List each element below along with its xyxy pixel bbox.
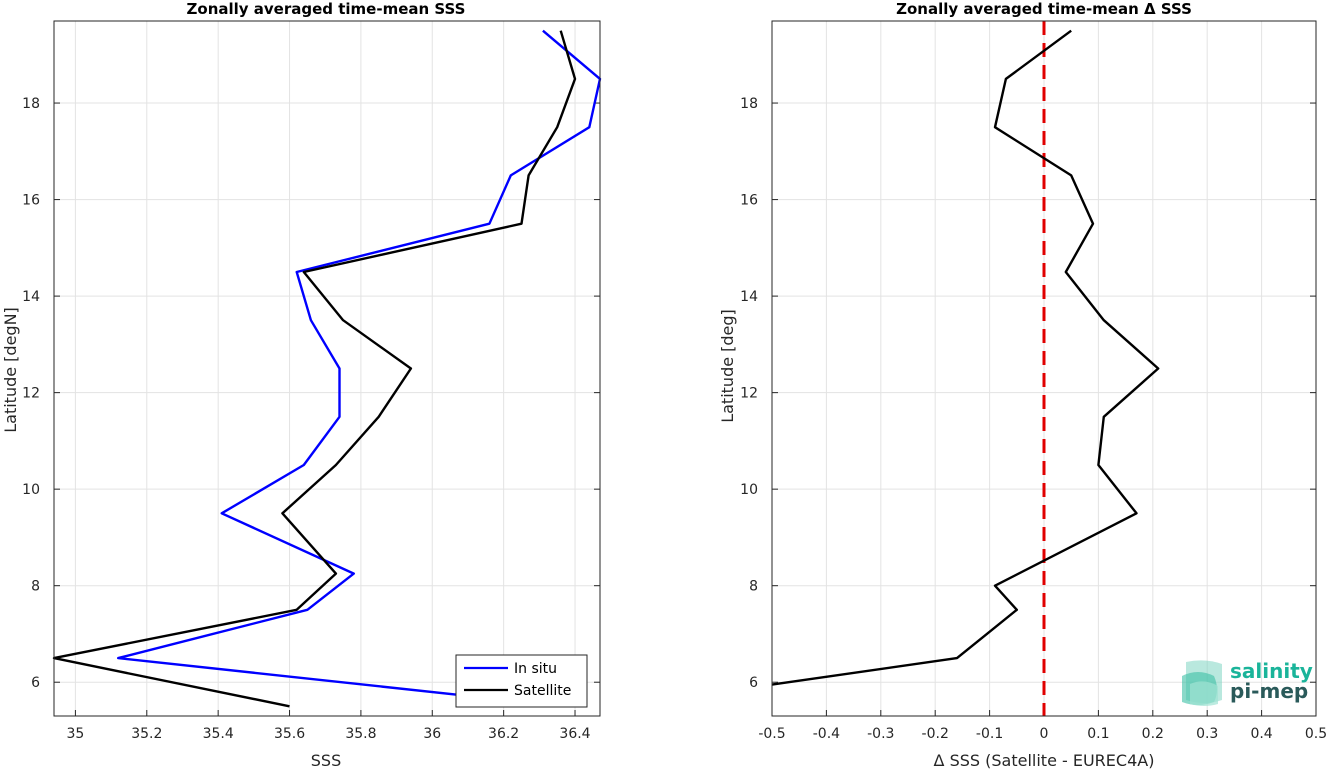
x-tick-label: 36 [423, 726, 441, 742]
left-chart-title: Zonally averaged time-mean SSS [187, 0, 466, 18]
legend-label-in-situ: In situ [514, 661, 557, 677]
x-tick-label: -0.5 [758, 726, 785, 742]
x-tick-label: 0 [1040, 726, 1049, 742]
y-tick-label: 14 [740, 289, 758, 305]
x-tick-label: 35.8 [345, 726, 376, 742]
right-chart-title: Zonally averaged time-mean Δ SSS [896, 0, 1192, 18]
x-tick-label: -0.3 [867, 726, 894, 742]
x-tick-label: 0.3 [1196, 726, 1218, 742]
x-tick-label: -0.4 [813, 726, 840, 742]
left-x-axis-label: SSS [311, 751, 341, 769]
y-tick-label: 8 [31, 579, 40, 595]
left-ticks: 35 35.2 35.4 35.6 35.8 36 36.2 36.4 6 8 10 12 14 16 18 [22, 96, 600, 742]
y-tick-label: 18 [22, 96, 40, 112]
right-grid [771, 21, 1317, 716]
right-series [771, 21, 1160, 716]
right-chart-panel: Zonally averaged time-mean Δ SSS Δ SSS (… [718, 0, 1327, 769]
y-tick-label: 18 [740, 96, 758, 112]
right-axes-frame [771, 20, 1317, 717]
legend-label-satellite: Satellite [514, 683, 571, 699]
y-tick-label: 10 [22, 482, 40, 498]
legend: In situ Satellite [455, 654, 588, 708]
left-chart-panel: Zonally averaged time-mean SSS SSS Latit… [1, 0, 602, 769]
right-y-axis-label: Latitude [deg] [718, 309, 737, 423]
x-tick-label: -0.2 [922, 726, 949, 742]
y-tick-label: 10 [740, 482, 758, 498]
y-tick-label: 12 [22, 386, 40, 402]
x-tick-label: 35.2 [131, 726, 162, 742]
right-x-axis-label: Δ SSS (Satellite - EUREC4A) [934, 751, 1155, 769]
x-tick-label: 36.2 [488, 726, 519, 742]
y-tick-label: 6 [749, 675, 758, 691]
x-tick-label: 35 [66, 726, 84, 742]
y-tick-label: 8 [749, 579, 758, 595]
x-tick-label: -0.1 [976, 726, 1003, 742]
logo-text-salinity: salinity [1230, 659, 1313, 683]
left-grid [54, 21, 600, 716]
left-axes-frame [53, 20, 601, 717]
left-y-axis-label: Latitude [degN] [1, 307, 20, 433]
y-tick-label: 12 [740, 386, 758, 402]
y-tick-label: 6 [31, 675, 40, 691]
x-tick-label: 0.4 [1250, 726, 1272, 742]
logo-text-pi-mep: pi-mep [1230, 679, 1308, 703]
logo-waves-icon [1182, 660, 1222, 706]
x-tick-label: 0.1 [1087, 726, 1109, 742]
series-line-delta-sss [771, 29, 1160, 686]
salinity-pi-mep-logo: salinity pi-mep [1182, 659, 1313, 706]
x-tick-label: 35.6 [274, 726, 305, 742]
y-tick-label: 14 [22, 289, 40, 305]
x-tick-label: 0.2 [1142, 726, 1164, 742]
x-tick-label: 36.4 [559, 726, 590, 742]
series-line-satellite [52, 30, 577, 708]
y-tick-label: 16 [22, 193, 40, 209]
x-tick-label: 0.5 [1305, 726, 1327, 742]
series-line-in-situ [116, 29, 602, 708]
right-ticks: -0.5 -0.4 -0.3 -0.2 -0.1 0 0.1 0.2 0.3 0.4 0.5 6 8 10… [740, 96, 1327, 742]
y-tick-label: 16 [740, 193, 758, 209]
left-series [52, 29, 602, 708]
x-tick-label: 35.4 [203, 726, 234, 742]
